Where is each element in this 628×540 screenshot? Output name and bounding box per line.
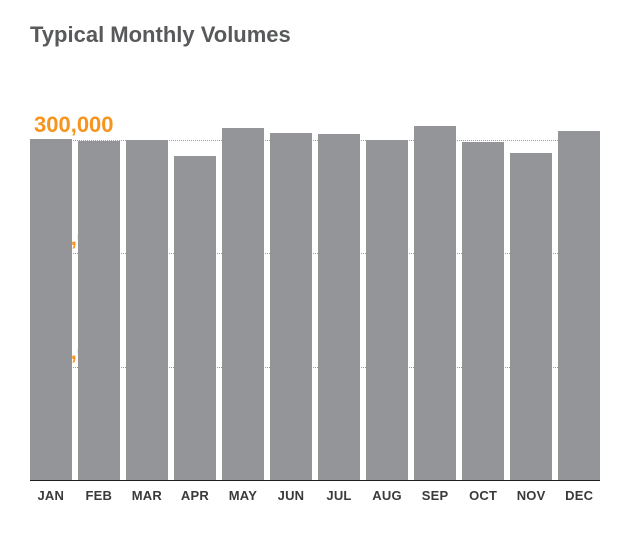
bar-feb: [78, 141, 120, 480]
x-tick-sep: SEP: [414, 488, 456, 503]
bar-may: [222, 128, 264, 480]
bar-aug: [366, 140, 408, 480]
bar-oct: [462, 142, 504, 480]
bar-jan: [30, 139, 72, 480]
x-tick-jan: JAN: [30, 488, 72, 503]
x-axis-labels: JAN FEB MAR APR MAY JUN JUL AUG SEP OCT NOV DEC: [30, 488, 600, 503]
x-tick-apr: APR: [174, 488, 216, 503]
x-tick-jul: JUL: [318, 488, 360, 503]
x-tick-oct: OCT: [462, 488, 504, 503]
x-tick-aug: AUG: [366, 488, 408, 503]
x-axis-line: [30, 480, 600, 481]
bars-container: [30, 100, 600, 480]
chart-title: Typical Monthly Volumes: [30, 22, 291, 48]
x-tick-mar: MAR: [126, 488, 168, 503]
x-tick-dec: DEC: [558, 488, 600, 503]
bar-jun: [270, 133, 312, 480]
bar-nov: [510, 153, 552, 480]
bar-jul: [318, 134, 360, 480]
x-tick-nov: NOV: [510, 488, 552, 503]
x-tick-feb: FEB: [78, 488, 120, 503]
bar-dec: [558, 131, 600, 480]
x-tick-jun: JUN: [270, 488, 312, 503]
bar-mar: [126, 140, 168, 480]
x-tick-may: MAY: [222, 488, 264, 503]
plot-area: 300,000 200,000 100,000: [30, 100, 600, 480]
bar-sep: [414, 126, 456, 480]
bar-apr: [174, 156, 216, 480]
